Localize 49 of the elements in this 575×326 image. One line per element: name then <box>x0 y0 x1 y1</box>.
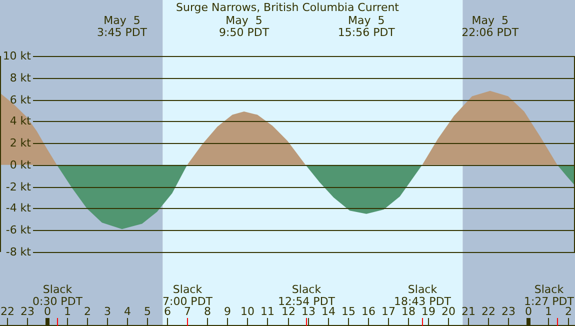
x-tick-label: 14 <box>322 305 336 318</box>
x-tick-label: 19 <box>422 305 436 318</box>
x-tick-label: 0 <box>525 305 532 318</box>
y-tick-label: 10 kt <box>2 49 32 62</box>
x-tick-label: 4 <box>124 305 131 318</box>
x-tick-label: 20 <box>442 305 456 318</box>
x-tick-label: 0 <box>44 305 51 318</box>
y-tick-label: -2 kt <box>6 180 32 194</box>
x-tick-label: 10 <box>240 305 254 318</box>
x2-tick-label: May 5 3:45 PDT <box>97 14 148 39</box>
x-tick-label: 2 <box>84 305 91 318</box>
ref-line-label: Slack 18:43 PDT <box>394 283 452 308</box>
y-tick-label: 2 kt <box>10 136 32 150</box>
ref-line-label: Slack 7:00 PDT <box>162 283 213 308</box>
x-tick-label: 23 <box>502 305 516 318</box>
x-tick-label: 12 <box>282 305 296 318</box>
x-tick-label: 2 <box>565 305 572 318</box>
x-tick-label: 17 <box>382 305 396 318</box>
x-tick-label: 8 <box>204 305 211 318</box>
x-tick-label: 16 <box>362 305 376 318</box>
x2-tick-label: May 5 22:06 PDT <box>462 14 519 39</box>
x-tick-label: 5 <box>144 305 151 318</box>
ref-line-label: Slack 0:30 PDT <box>32 283 83 308</box>
x-tick-label: 21 <box>462 305 476 318</box>
x-tick-label: 23 <box>20 305 34 318</box>
y-tick-label: 8 kt <box>10 71 32 84</box>
x-tick-label: 11 <box>260 305 274 318</box>
x-tick-label: 7 <box>184 305 191 318</box>
x-tick-label: 13 <box>302 305 316 318</box>
x-tick-label: 9 <box>224 305 231 318</box>
y-tick-label: -6 kt <box>6 223 32 236</box>
ref-line-label: Slack 1:27 PDT <box>524 283 574 308</box>
chart-title: Surge Narrows, British Columbia Current <box>176 1 400 14</box>
x-tick-label: 22 <box>0 305 14 318</box>
x-tick-label: 6 <box>164 305 171 318</box>
x-tick-label: 1 <box>545 305 552 318</box>
x-tick-label: 18 <box>402 305 416 318</box>
x-tick-label: 22 <box>482 305 496 318</box>
y-tick-label: 4 kt <box>10 114 32 128</box>
y-tick-label: -4 kt <box>6 201 32 214</box>
y-tick-label: -8 kt <box>6 245 32 258</box>
ref-line-label: Slack 12:54 PDT <box>278 283 336 308</box>
x2-tick-label: May 5 15:56 PDT <box>338 14 396 39</box>
y-tick-label: 0 kt <box>10 158 32 172</box>
x2-tick-label: May 5 9:50 PDT <box>219 14 270 39</box>
y-tick-label: 6 kt <box>10 93 32 106</box>
x-tick-label: 3 <box>104 305 111 318</box>
x-tick-label: 15 <box>342 305 356 318</box>
x-tick-label: 1 <box>64 305 71 318</box>
